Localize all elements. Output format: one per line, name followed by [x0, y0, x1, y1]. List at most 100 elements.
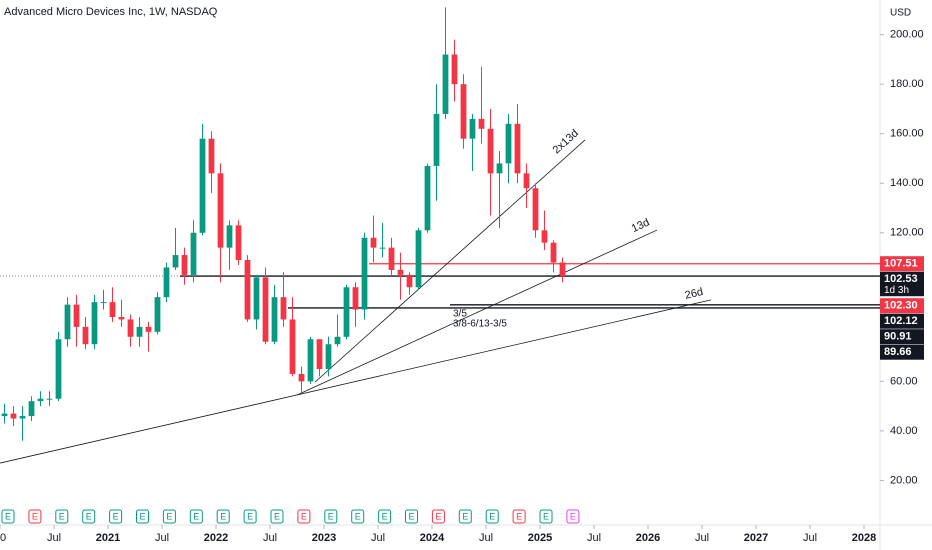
earnings-label: E	[247, 511, 253, 521]
y-tick-label: 60.00	[890, 375, 918, 387]
earnings-badge	[162, 509, 176, 524]
earnings-badge	[378, 509, 392, 524]
price-label-bg	[880, 256, 924, 272]
x-tick-label: 2022	[204, 532, 228, 544]
candle-body	[343, 287, 350, 337]
earnings-badge	[539, 509, 553, 524]
candle-body	[100, 302, 107, 304]
candle-body	[442, 54, 449, 114]
candle-body	[379, 247, 386, 249]
x-tick-label: Jul	[371, 532, 385, 544]
earnings-label: E	[32, 511, 38, 521]
earnings-badge	[324, 509, 338, 524]
earnings-marker: E	[566, 509, 580, 524]
candle-body	[334, 336, 341, 345]
candle-body	[1, 413, 8, 417]
x-tick-label: Jul	[155, 532, 169, 544]
candle-body	[109, 302, 116, 317]
x-tick-label: 2021	[96, 532, 120, 544]
earnings-marker: E	[55, 509, 69, 524]
earnings-marker: E	[189, 509, 203, 524]
candle-body	[253, 277, 260, 320]
earnings-badge	[405, 509, 418, 524]
x-tick-label: Jul	[587, 532, 601, 544]
earnings-marker: E	[82, 509, 96, 524]
candle-body	[37, 398, 44, 402]
x-tick-label: 2024	[420, 532, 445, 544]
candle-body	[172, 255, 179, 268]
earnings-label: E	[462, 511, 468, 521]
x-tick-label: 2027	[744, 532, 768, 544]
candle-body	[73, 304, 80, 327]
candle-body	[190, 232, 197, 275]
x-tick-label: Jul	[47, 532, 61, 544]
earnings-marker: E	[1, 509, 15, 524]
x-tick-label: 2025	[528, 532, 552, 544]
candle-body	[361, 237, 368, 310]
y-tick-label: 200.00	[890, 29, 924, 41]
y-tick-label: 40.00	[890, 425, 918, 437]
price-label: 107.51	[884, 258, 918, 270]
trendline-label: 2x13d	[551, 127, 581, 156]
earnings-badge	[243, 509, 257, 524]
candle-body	[307, 339, 314, 382]
earnings-marker: E	[162, 509, 176, 524]
countdown-label: 1d 3h	[884, 285, 909, 296]
x-tick-label: Jul	[803, 532, 817, 544]
earnings-label: E	[516, 511, 522, 521]
earnings-badge	[136, 509, 149, 524]
candle-body	[199, 138, 206, 233]
earnings-marker: E	[405, 509, 418, 524]
candle-body	[325, 344, 332, 369]
earnings-marker: E	[378, 509, 392, 524]
y-tick-label: 20.00	[890, 474, 918, 486]
candle-body	[145, 326, 152, 332]
candle-body	[82, 326, 89, 345]
candle-body	[550, 242, 557, 263]
candle-body	[181, 255, 188, 275]
price-label-bg	[880, 344, 924, 360]
trendline	[314, 139, 586, 383]
candle-body	[406, 274, 413, 288]
earnings-label: E	[355, 511, 361, 521]
earnings-badge	[485, 509, 499, 524]
candle-body	[469, 118, 476, 139]
trendline	[0, 299, 712, 464]
candle-body	[127, 319, 134, 337]
candle-body	[28, 401, 35, 417]
x-tick-label: 2026	[636, 532, 660, 544]
earnings-label: E	[59, 511, 65, 521]
candle-body	[244, 260, 251, 320]
countdown-bg	[880, 285, 924, 297]
earnings-label: E	[193, 511, 199, 521]
earnings-label: E	[543, 511, 549, 521]
price-label: 90.91	[884, 331, 912, 343]
earnings-badge	[216, 509, 230, 524]
candle-body	[478, 118, 485, 129]
candle-body	[514, 123, 521, 174]
earnings-label: E	[139, 511, 145, 521]
earnings-badge	[270, 509, 284, 524]
candle-body	[298, 373, 305, 382]
candle-body	[559, 262, 566, 277]
candle-body	[46, 398, 53, 400]
y-tick-label: 160.00	[890, 128, 924, 140]
earnings-marker: E	[270, 509, 284, 524]
candle-body	[271, 297, 278, 342]
y-tick-label: 180.00	[890, 78, 924, 90]
candle-body	[541, 230, 548, 243]
earnings-badge	[431, 509, 445, 524]
earnings-label: E	[408, 511, 414, 521]
candle-body	[388, 247, 395, 270]
trendline-label: 26d	[684, 286, 705, 302]
earnings-marker: E	[539, 509, 553, 524]
earnings-label: E	[570, 511, 576, 521]
price-label: 102.30	[884, 300, 918, 312]
earnings-badge	[458, 509, 472, 524]
candle-body	[397, 269, 404, 275]
annotation: 3/8-6/13-3/5	[453, 319, 507, 330]
earnings-label: E	[301, 511, 307, 521]
earnings-label: E	[435, 511, 441, 521]
candle-body	[64, 304, 71, 340]
